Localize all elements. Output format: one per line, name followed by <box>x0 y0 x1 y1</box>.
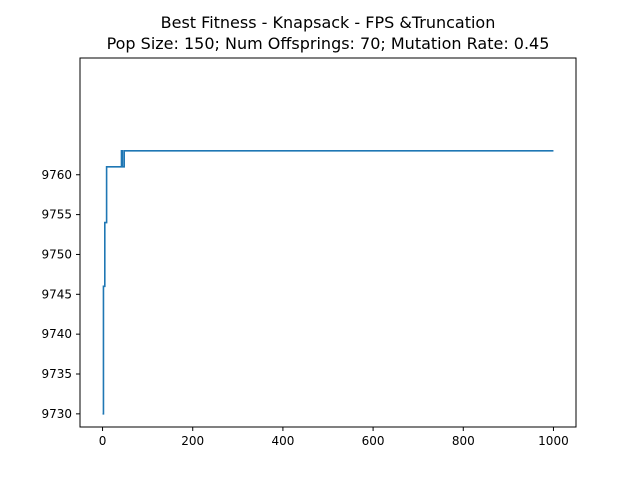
x-tick-label: 1000 <box>538 434 569 448</box>
x-axis: 0 200 400 600 800 1000 <box>99 427 569 448</box>
x-tick-label: 400 <box>271 434 294 448</box>
y-axis: 9730 9735 9740 9745 9750 9755 9760 <box>41 168 80 421</box>
x-tick-label: 600 <box>362 434 385 448</box>
y-tick-label: 9740 <box>41 327 72 341</box>
x-tick-label: 800 <box>452 434 475 448</box>
chart-title: Best Fitness - Knapsack - FPS &Truncatio… <box>161 13 496 32</box>
y-tick-label: 9730 <box>41 407 72 421</box>
series-line-0 <box>102 150 554 415</box>
axes-frame <box>79 57 577 428</box>
y-tick-label: 9745 <box>41 287 72 301</box>
x-tick-label: 0 <box>99 434 107 448</box>
chart-subtitle: Pop Size: 150; Num Offsprings: 70; Mutat… <box>107 34 550 53</box>
y-tick-label: 9760 <box>41 168 72 182</box>
x-tick-label: 200 <box>181 434 204 448</box>
y-tick-label: 9735 <box>41 367 72 381</box>
y-tick-label: 9750 <box>41 247 72 261</box>
plot-area <box>102 150 554 415</box>
y-tick-label: 9755 <box>41 208 72 222</box>
